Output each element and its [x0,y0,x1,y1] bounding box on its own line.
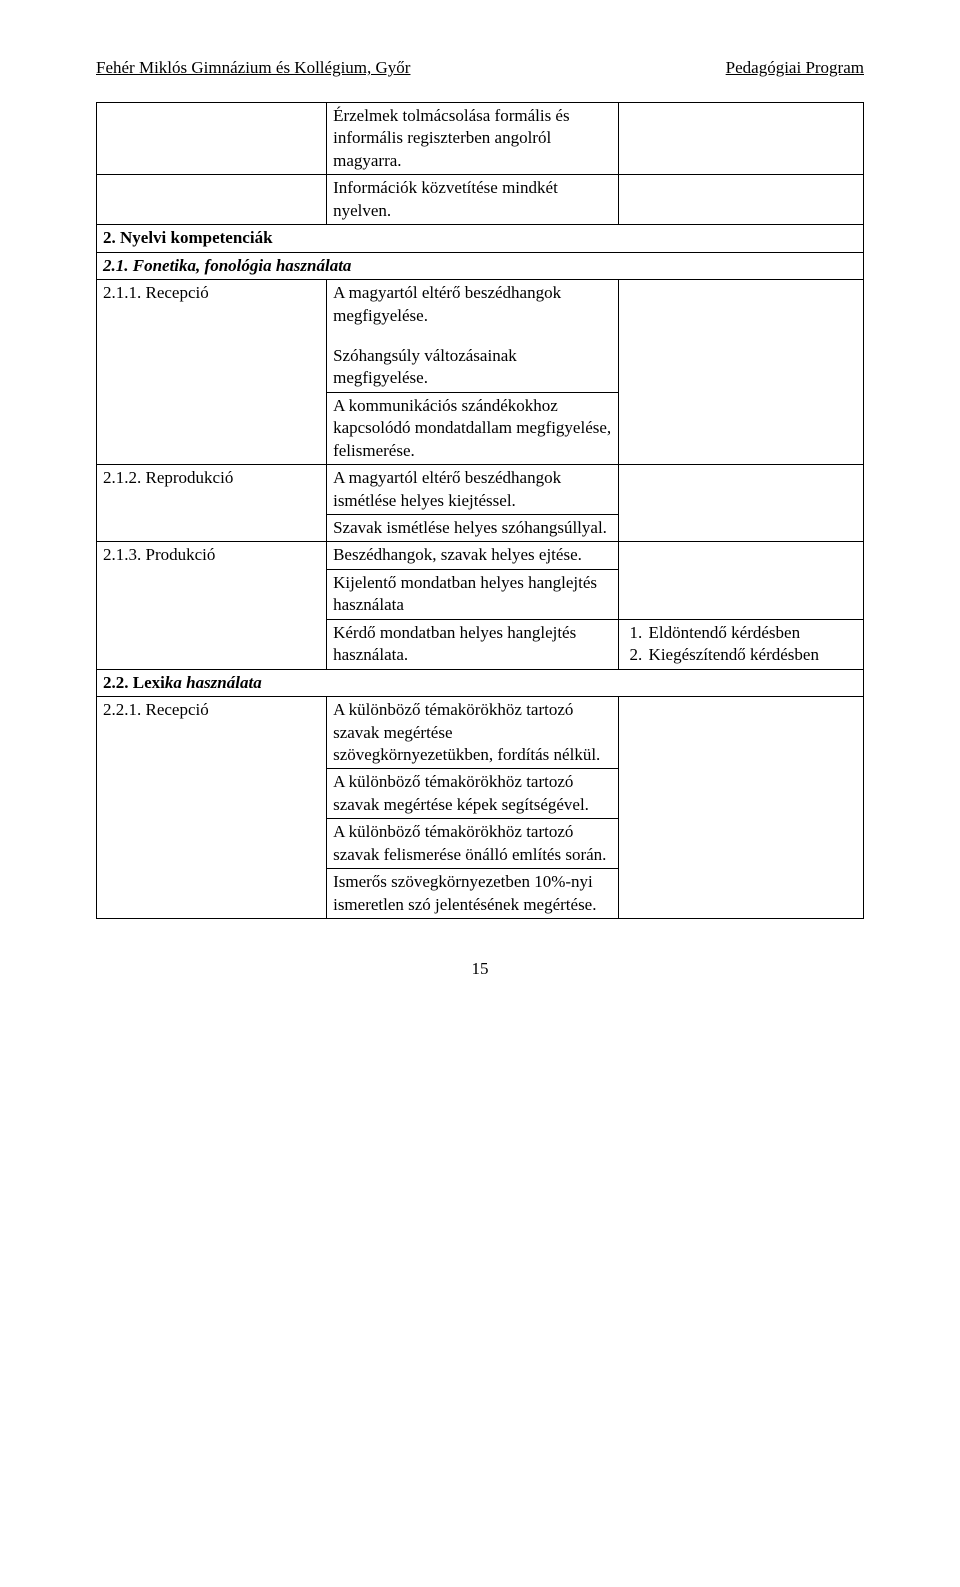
cell: A magyartól eltérő beszédhangok megfigye… [327,280,618,393]
cell [618,542,863,619]
cell: Ismerős szövegkörnyezetben 10%-nyi ismer… [327,869,618,919]
cell: Szavak ismétlése helyes szóhangsúllyal. [327,515,618,542]
cell: Érzelmek tolmácsolása formális és inform… [327,103,618,175]
cell: Kijelentő mondatban helyes hanglejtés ha… [327,569,618,619]
subsection-heading: 2.2. Lexika használata [97,669,864,696]
table-row: 2. Nyelvi kompetenciák [97,225,864,252]
table-row: 2.1.1. Recepció A magyartól eltérő beszé… [97,280,864,393]
cell: Beszédhangok, szavak helyes ejtése. [327,542,618,569]
cell-text: A magyartól eltérő beszédhangok megfigye… [333,282,611,327]
section-heading: 2. Nyelvi kompetenciák [97,225,864,252]
table-row: 2.2.1. Recepció A különböző témakörökhöz… [97,697,864,769]
table-row: 2.1.2. Reprodukció A magyartól eltérő be… [97,465,864,515]
cell: Információk közvetítése mindkét nyelven. [327,175,618,225]
list-item: Kiegészítendő kérdésben [647,644,857,666]
ordered-list: Eldöntendő kérdésben Kiegészítendő kérdé… [625,622,857,667]
cell: A magyartól eltérő beszédhangok ismétlés… [327,465,618,515]
cell: A különböző témakörökhöz tartozó szavak … [327,697,618,769]
subsection-heading: 2.1. Fonetika, fonológia használata [97,252,864,279]
page-header: Fehér Miklós Gimnázium és Kollégium, Győ… [96,58,864,78]
cell: 2.1.1. Recepció [97,280,327,465]
table-row: 2.2. Lexika használata [97,669,864,696]
table-row: 2.1. Fonetika, fonológia használata [97,252,864,279]
cell [97,103,327,175]
cell [618,697,863,919]
table-row: 2.1.3. Produkció Beszédhangok, szavak he… [97,542,864,569]
cell: 2.1.2. Reprodukció [97,465,327,542]
table-row: Információk közvetítése mindkét nyelven. [97,175,864,225]
table-row: Érzelmek tolmácsolása formális és inform… [97,103,864,175]
curriculum-table: Érzelmek tolmácsolása formális és inform… [96,102,864,919]
cell: A különböző témakörökhöz tartozó szavak … [327,769,618,819]
cell: A kommunikációs szándékokhoz kapcsolódó … [327,392,618,464]
list-item: Eldöntendő kérdésben [647,622,857,644]
cell: Eldöntendő kérdésben Kiegészítendő kérdé… [618,619,863,669]
header-right: Pedagógiai Program [726,58,864,78]
page-number: 15 [96,959,864,979]
cell: Kérdő mondatban helyes hanglejtés haszná… [327,619,618,669]
cell: 2.2.1. Recepció [97,697,327,919]
document-page: Fehér Miklós Gimnázium és Kollégium, Győ… [0,0,960,1587]
cell-text: Szóhangsúly változásainak megfigyelése. [333,345,611,390]
cell [97,175,327,225]
cell: A különböző témakörökhöz tartozó szavak … [327,819,618,869]
header-left: Fehér Miklós Gimnázium és Kollégium, Győ… [96,58,410,78]
cell [618,280,863,465]
cell [618,175,863,225]
cell [618,103,863,175]
cell: 2.1.3. Produkció [97,542,327,669]
cell [618,465,863,542]
